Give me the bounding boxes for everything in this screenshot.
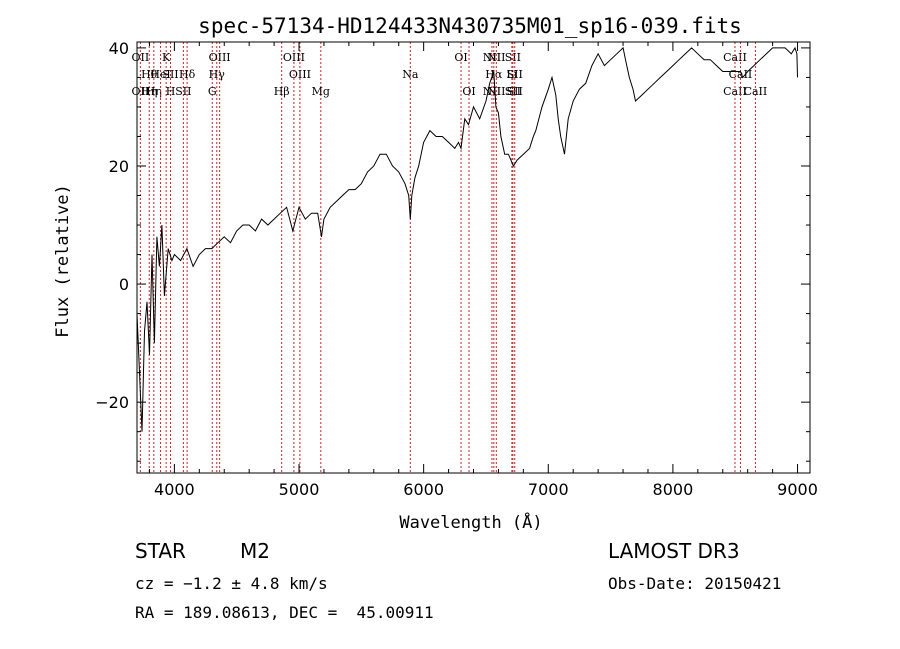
line-marker-label-bottom: G (208, 85, 217, 98)
y-tick-label: 20 (109, 157, 129, 176)
line-marker-label-bottom: Hβ (274, 85, 290, 98)
line-marker-label-top: OIII (283, 51, 305, 64)
survey-name: LAMOST DR3 (608, 539, 740, 563)
line-marker-label-bottom: NII (487, 85, 505, 98)
line-marker-label-top: SII (507, 68, 523, 81)
y-tick-label: 40 (109, 39, 129, 58)
line-marker-label-top: NII (487, 51, 505, 64)
line-marker-label-top: Hγ (209, 68, 226, 81)
x-axis-label: Wavelength (Å) (399, 511, 542, 533)
x-tick-label: 4000 (154, 480, 195, 499)
line-marker-label-top: SII (505, 51, 521, 64)
y-tick-label: −20 (95, 393, 129, 412)
axes-layer: 4000 5000 6000 7000 8000 9000 −20 0 20 40 (95, 39, 818, 499)
x-tick-label: 9000 (777, 480, 818, 499)
y-tick-label: 0 (119, 275, 129, 294)
spectrum-line (136, 46, 798, 432)
line-marker-label-bottom: Hη (146, 85, 162, 98)
line-marker-label-bottom: H (166, 85, 176, 98)
line-marker-label-top: OII (132, 51, 150, 64)
line-marker-label-top: OI (454, 51, 467, 64)
series-layer (136, 46, 798, 432)
y-axis-label: Flux (relative) (53, 184, 73, 338)
line-marker-label-bottom: OII (132, 85, 150, 98)
object-subclass: M2 (240, 539, 270, 563)
line-marker-label-top: Li (506, 68, 517, 81)
line-marker-label-bottom: OI (462, 85, 475, 98)
x-tick-label: 7000 (528, 480, 569, 499)
x-tick-label: 5000 (279, 480, 320, 499)
line-marker-label-bottom: Hη (141, 85, 157, 98)
line-marker-label-bottom: SII (507, 85, 523, 98)
line-marker-label-top: OIII (209, 51, 231, 64)
line-marker-label-top: SII (162, 68, 178, 81)
line-marker-label-bottom: SII (505, 85, 521, 98)
line-marker-label-top: K (162, 51, 171, 64)
line-marker-label-bottom: SII (175, 85, 191, 98)
line-marker-label-top: Hδ (179, 68, 196, 81)
coordinates-text: RA = 189.08613, DEC = 45.00911 (135, 603, 434, 622)
line-marker-label-top: Na (402, 68, 419, 81)
line-marker-label-bottom: Mg (312, 85, 330, 98)
line-marker-label-top: OIII (289, 68, 311, 81)
redshift-text: cz = −1.2 ± 4.8 km/s (135, 574, 328, 593)
x-tick-label: 8000 (653, 480, 694, 499)
line-marker-label-bottom: CaII (744, 85, 768, 98)
line-marker-label-top: CaII (723, 51, 747, 64)
x-tick-label: 6000 (403, 480, 444, 499)
chart-title: spec-57134-HD124433N430735M01_sp16-039.f… (198, 14, 742, 38)
observation-date: Obs-Date: 20150421 (608, 574, 782, 593)
object-class: STAR (135, 539, 186, 563)
